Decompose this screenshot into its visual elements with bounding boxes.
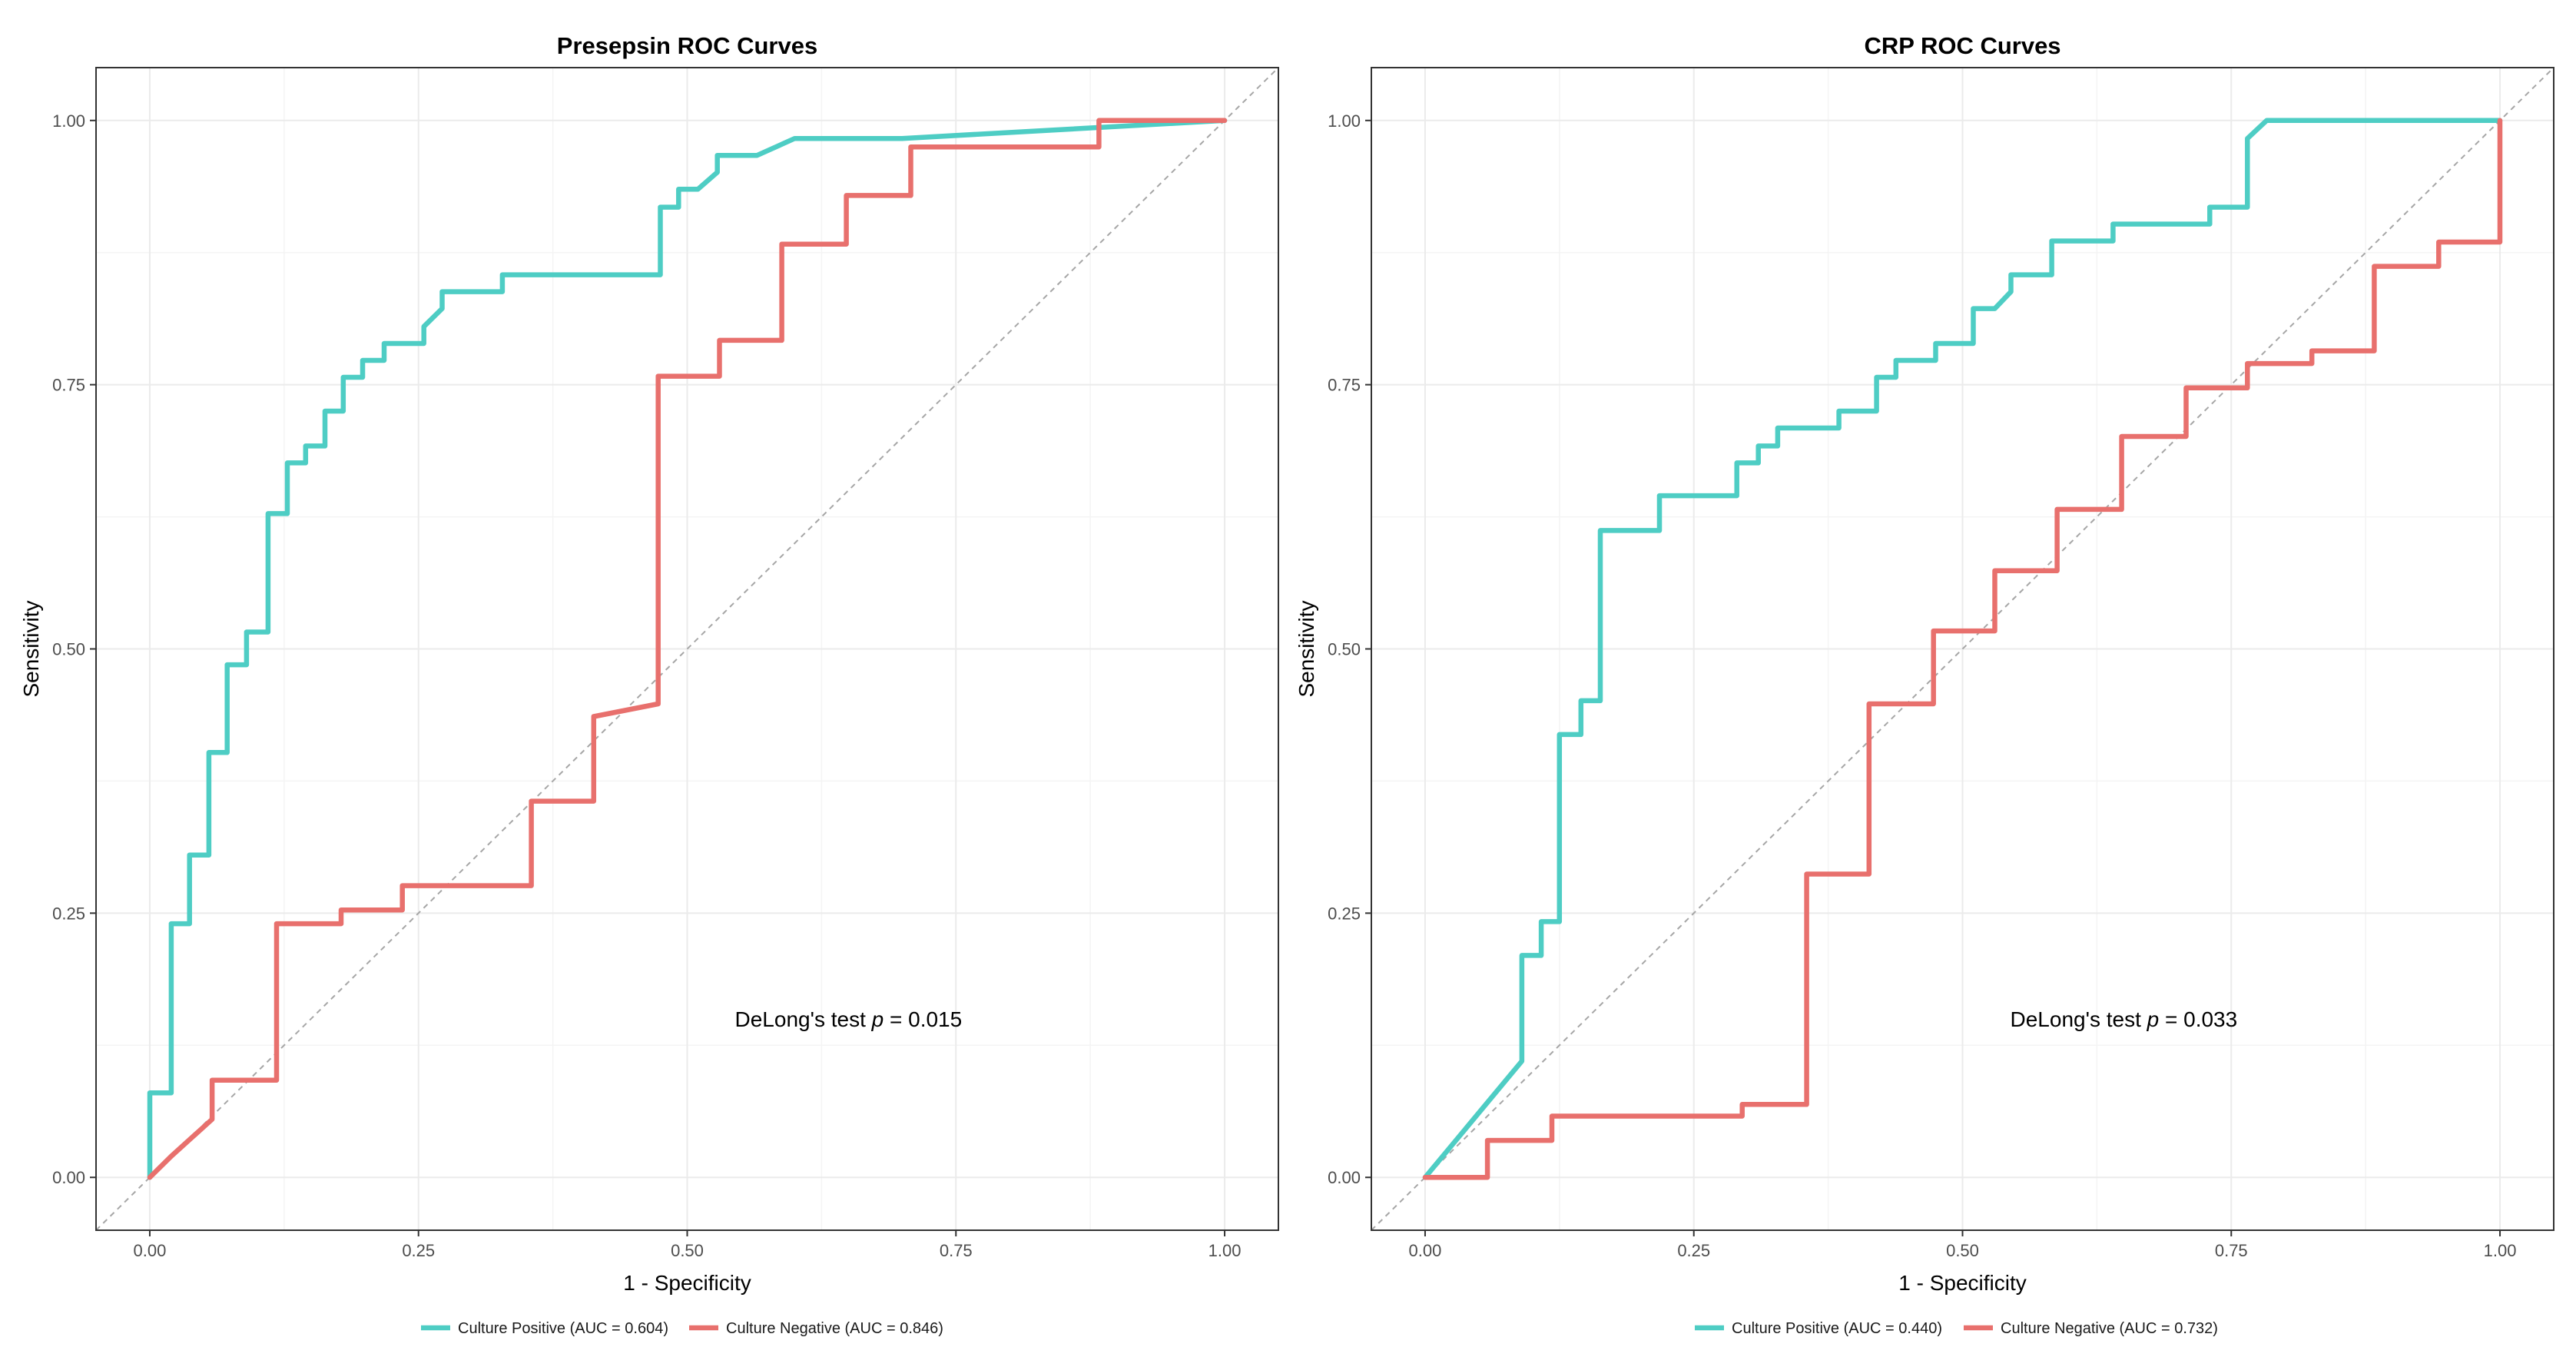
x-tick-label: 0.00 — [134, 1241, 167, 1260]
y-tick-label: 0.25 — [52, 904, 85, 923]
annotation-value: = 0.015 — [884, 1007, 962, 1031]
chart-title: CRP ROC Curves — [1864, 32, 2060, 59]
annotation-p-symbol: p — [871, 1007, 884, 1031]
legend-label: Culture Negative (AUC = 0.732) — [2001, 1320, 2218, 1337]
annotation-prefix: DeLong's test — [735, 1007, 872, 1031]
presepsin-roc-panel: 0.00 0.25 0.50 0.75 1.00 0.00 0.25 0.50 0.75 1.00… — [19, 32, 1279, 1337]
y-tick-label: 0.25 — [1328, 904, 1361, 923]
roc-curve-culture-negative — [147, 118, 1228, 1180]
diagonal-reference-line — [95, 67, 1279, 1231]
y-tick-label: 0.75 — [52, 376, 85, 395]
crp-roc-panel: 0.00 0.25 0.50 0.75 1.00 0.00 0.25 0.50 0.75 1.00… — [1295, 32, 2554, 1337]
x-tick-label: 0.75 — [2215, 1241, 2248, 1260]
y-axis-title: Sensitivity — [1295, 600, 1318, 697]
y-tick-label: 0.00 — [1328, 1168, 1361, 1187]
legend-label: Culture Positive (AUC = 0.440) — [1732, 1320, 1942, 1337]
y-tick-label: 1.00 — [1328, 111, 1361, 131]
legend-label: Culture Negative (AUC = 0.846) — [726, 1320, 943, 1337]
y-tick-label: 1.00 — [52, 111, 85, 131]
x-axis-title: 1 - Specificity — [1898, 1271, 2027, 1295]
delong-test-annotation: DeLong's test p = 0.015 — [735, 1007, 963, 1031]
x-tick-label: 1.00 — [1208, 1241, 1242, 1260]
roc-curve-culture-negative — [1422, 118, 2503, 1180]
x-tick-label: 0.25 — [402, 1241, 435, 1260]
chart-title: Presepsin ROC Curves — [557, 32, 817, 59]
annotation-p-symbol: p — [2147, 1007, 2160, 1031]
x-axis-title: 1 - Specificity — [623, 1271, 751, 1295]
diagonal-reference-line — [1371, 67, 2554, 1231]
x-tick-label: 0.50 — [671, 1241, 704, 1260]
y-axis-title: Sensitivity — [19, 600, 43, 697]
roc-curve-culture-positive — [1422, 118, 2503, 1180]
delong-test-annotation: DeLong's test p = 0.033 — [2011, 1007, 2238, 1031]
x-tick-label: 1.00 — [2484, 1241, 2517, 1260]
roc-curve-culture-positive — [147, 118, 1228, 1180]
x-tick-label: 0.25 — [1677, 1241, 1710, 1260]
x-tick-label: 0.50 — [1946, 1241, 1979, 1260]
x-tick-label: 0.75 — [940, 1241, 973, 1260]
annotation-prefix: DeLong's test — [2011, 1007, 2147, 1031]
y-tick-label: 0.50 — [52, 640, 85, 659]
annotation-value: = 0.033 — [2159, 1007, 2237, 1031]
x-tick-label: 0.00 — [1409, 1241, 1442, 1260]
y-tick-label: 0.00 — [52, 1168, 85, 1187]
y-tick-label: 0.50 — [1328, 640, 1361, 659]
y-tick-label: 0.75 — [1328, 376, 1361, 395]
legend-label: Culture Positive (AUC = 0.604) — [458, 1320, 668, 1337]
